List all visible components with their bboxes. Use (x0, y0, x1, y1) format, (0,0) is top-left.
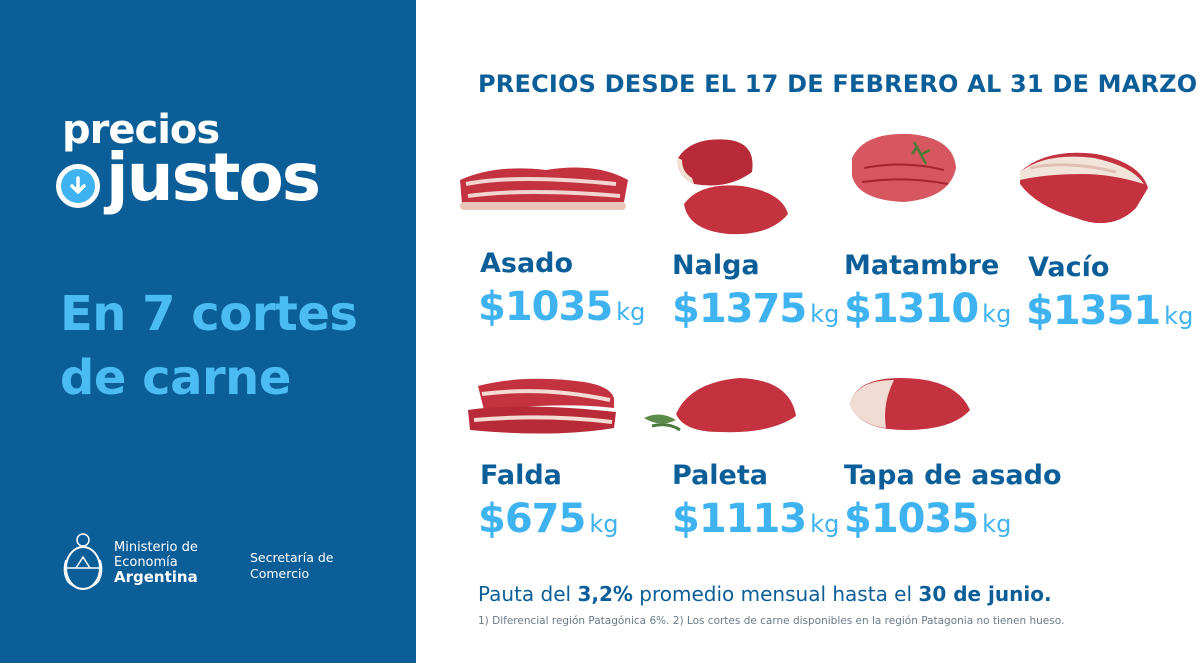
ministry-line-1: Ministerio de (114, 540, 198, 555)
headline-line-2: de carne (60, 350, 291, 406)
price-value: $675 (478, 496, 586, 542)
cut-price: $1375 kg (672, 286, 839, 332)
pauta-date: 30 de junio. (918, 582, 1052, 606)
left-panel: precios justos En 7 cortes de carne Mini… (0, 0, 416, 663)
price-unit: kg (982, 300, 1012, 328)
cut-name: Tapa de asado (844, 460, 1062, 491)
cut-name: Paleta (672, 460, 768, 491)
secretaria-name: Secretaría de Comercio (250, 550, 333, 582)
paleta-meat-image (644, 378, 796, 433)
headline: En 7 cortes de carne (60, 282, 358, 410)
pauta-text: Pauta del 3,2% promedio mensual hasta el… (478, 582, 1052, 606)
cut-name: Matambre (844, 250, 1000, 281)
price-unit: kg (810, 300, 840, 328)
price-value: $1035 (478, 284, 613, 330)
price-unit: kg (589, 510, 619, 538)
cut-price: $1113 kg (672, 496, 839, 542)
secretaria-line-2: Comercio (250, 566, 310, 581)
price-value: $1351 (1026, 288, 1161, 334)
cut-name: Falda (480, 460, 562, 491)
cut-price: $675 kg (478, 496, 618, 542)
cut-name: Nalga (672, 250, 760, 281)
precios-justos-logo: precios justos (56, 108, 356, 228)
price-value: $1310 (844, 286, 979, 332)
pauta-pre: Pauta del (478, 582, 578, 606)
ministry-line-2: Economía (114, 555, 178, 570)
secretaria-line-1: Secretaría de (250, 550, 334, 565)
logo-justos-text: justos (106, 139, 321, 216)
pauta-percent: 3,2% (577, 582, 633, 606)
price-value: $1035 (844, 496, 979, 542)
price-unit: kg (616, 298, 646, 326)
tapa-de-asado-meat-image (850, 378, 970, 430)
headline-line-1: En 7 cortes (60, 286, 358, 342)
coat-of-arms-icon (63, 533, 103, 590)
cut-price: $1035 kg (844, 496, 1011, 542)
price-value: $1113 (672, 496, 807, 542)
price-value: $1375 (672, 286, 807, 332)
asado-meat-image (460, 167, 628, 210)
down-arrow-icon (56, 164, 100, 208)
vacio-meat-image (1020, 152, 1148, 224)
logo-precios-text: precios (62, 107, 220, 153)
cut-name: Asado (480, 248, 574, 279)
price-unit: kg (1164, 302, 1194, 330)
pauta-mid: promedio mensual hasta el (632, 582, 919, 606)
cut-price: $1310 kg (844, 286, 1011, 332)
cut-name: Vacío (1028, 252, 1110, 283)
matambre-meat-image (852, 133, 956, 202)
price-unit: kg (810, 510, 840, 538)
ministry-name: Ministerio de Economía Argentina (114, 540, 198, 585)
page-title: PRECIOS DESDE EL 17 DE FEBRERO AL 31 DE … (478, 70, 1198, 98)
price-unit: kg (982, 510, 1012, 538)
cut-price: $1035 kg (478, 284, 645, 330)
footnote: 1) Diferencial región Patagónica 6%. 2) … (478, 615, 1065, 627)
ministry-line-3: Argentina (114, 568, 198, 586)
nalga-meat-image (677, 139, 788, 235)
falda-meat-image (468, 378, 616, 434)
cut-price: $1351 kg (1026, 288, 1193, 334)
ministry-block: Ministerio de Economía Argentina Secreta… (60, 530, 360, 600)
